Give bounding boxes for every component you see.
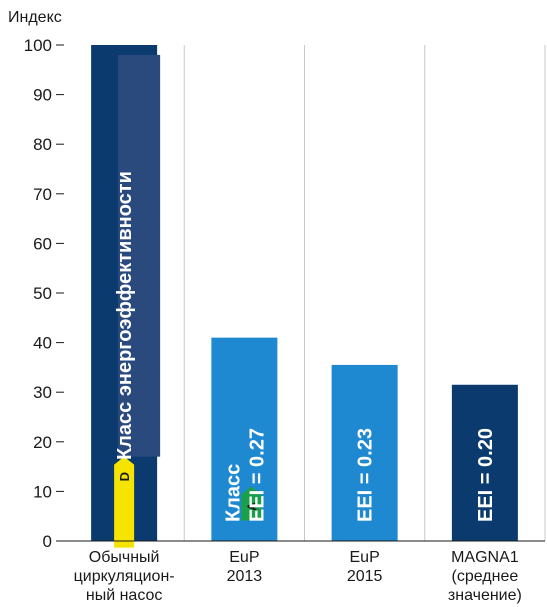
x-category-label: значение) [448,587,522,604]
bar-annotation: EEI = 0.27 [246,428,268,522]
bar-4 [451,384,518,541]
x-category-label: EuP [350,549,380,566]
class-badge-d [114,456,135,548]
class-badge-a [241,486,262,521]
y-tick-label: 70 [33,185,52,204]
x-category-label: MAGNA1 [451,549,519,566]
x-category-label: (среднее [452,568,519,585]
bar-3 [331,364,398,541]
y-tick-label: 40 [33,334,52,353]
class-badge-letter: D [117,472,132,481]
y-tick-label: 0 [43,532,52,551]
y-tick-label: 90 [33,86,52,105]
x-category-label: Обычный [89,549,160,566]
x-category-label: ный насос [86,587,163,604]
bar-annotation: EEI = 0.20 [475,428,497,522]
y-tick-label: 80 [33,135,52,154]
bar-annotation: Класс [222,464,244,522]
x-category-label: EuP [229,549,259,566]
y-tick-label: 60 [33,234,52,253]
y-tick-label: 10 [33,482,52,501]
bar-annotation: Класс энергоэффективности [114,171,136,460]
y-tick-label: 50 [33,284,52,303]
bar-annotation: EEI = 0.23 [355,428,377,522]
x-category-label: циркуляцион- [74,568,175,585]
x-category-label: 2015 [347,568,383,585]
y-tick-label: 100 [24,36,52,55]
y-tick-label: 20 [33,433,52,452]
class-badge-letter: A [244,501,259,511]
x-category-label: 2013 [227,568,263,585]
y-tick-label: 30 [33,383,52,402]
energy-class-band [118,54,161,457]
y-axis-title: Индекс [8,9,62,26]
